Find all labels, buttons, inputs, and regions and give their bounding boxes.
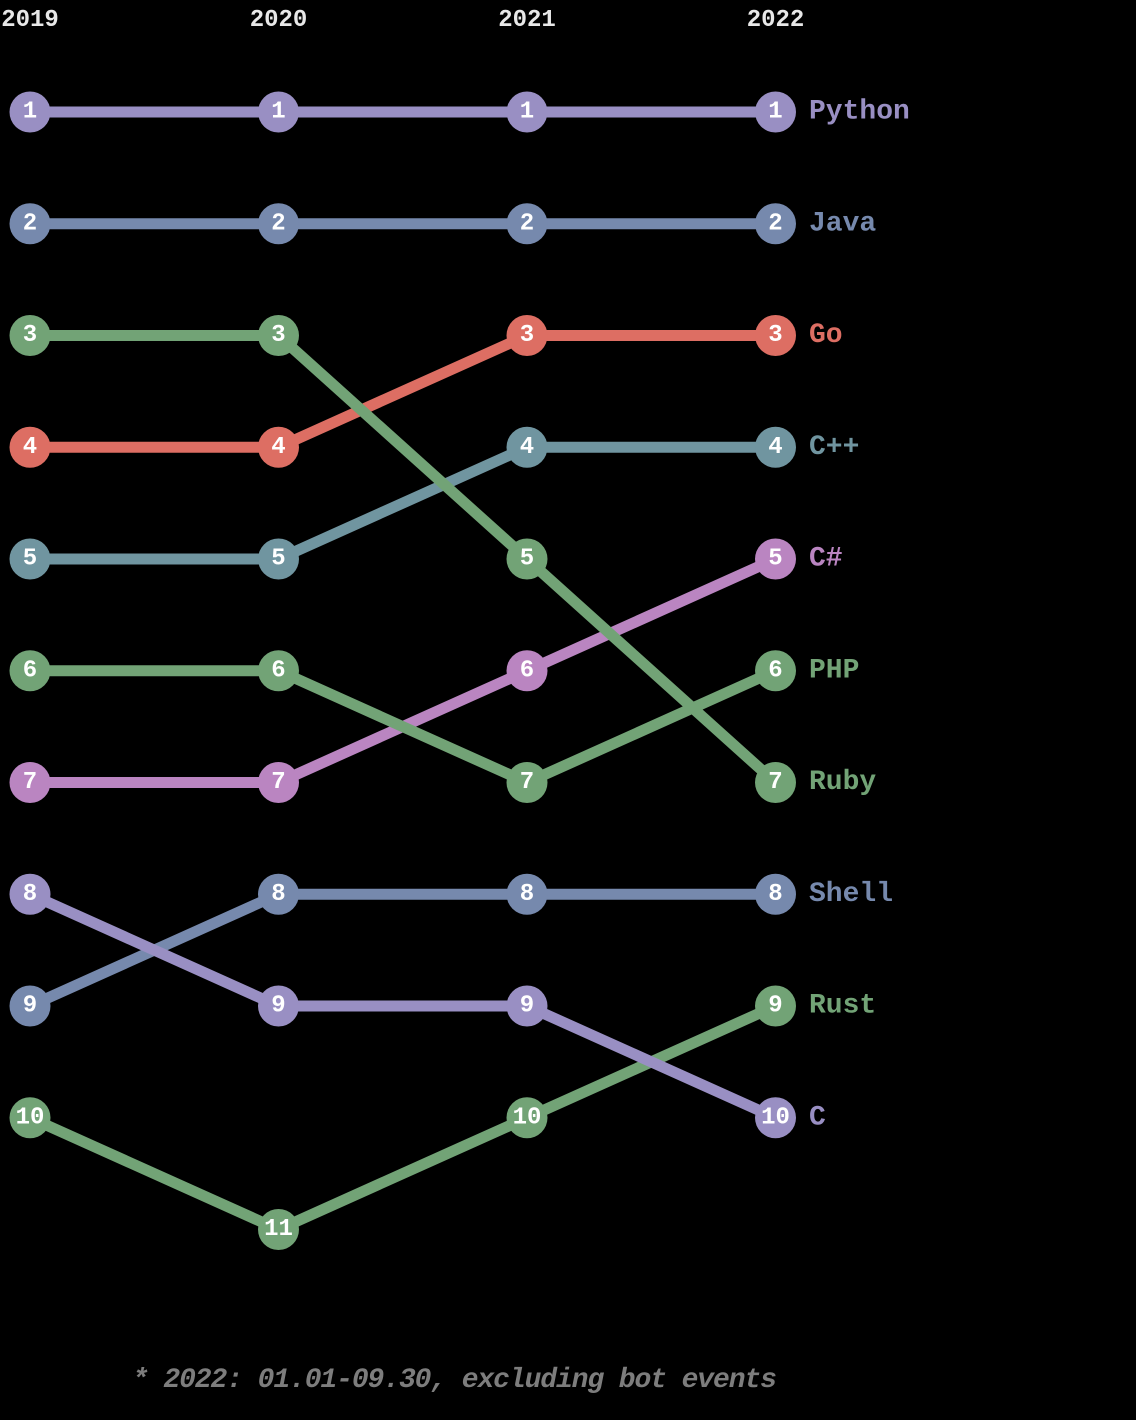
- svg-text:2: 2: [768, 210, 782, 237]
- svg-text:3: 3: [520, 322, 534, 349]
- svg-text:* 2022: 01.01-09.30, excluding: * 2022: 01.01-09.30, excluding bot event…: [132, 1365, 776, 1396]
- svg-text:Go: Go: [809, 320, 843, 351]
- svg-text:3: 3: [271, 322, 285, 349]
- svg-text:Rust: Rust: [809, 991, 876, 1022]
- svg-text:C++: C++: [809, 432, 859, 463]
- svg-text:5: 5: [271, 546, 285, 573]
- svg-text:3: 3: [23, 322, 37, 349]
- svg-text:8: 8: [768, 881, 782, 908]
- svg-text:2019: 2019: [1, 7, 59, 34]
- svg-text:4: 4: [520, 434, 534, 461]
- svg-text:2: 2: [520, 210, 534, 237]
- svg-text:9: 9: [23, 993, 37, 1020]
- svg-text:10: 10: [513, 1104, 542, 1131]
- svg-text:PHP: PHP: [809, 655, 859, 686]
- svg-text:Ruby: Ruby: [809, 767, 876, 798]
- svg-text:2020: 2020: [250, 7, 308, 34]
- svg-text:7: 7: [23, 769, 37, 796]
- svg-text:2: 2: [23, 210, 37, 237]
- svg-text:C: C: [809, 1102, 826, 1133]
- svg-text:2021: 2021: [498, 7, 556, 34]
- svg-text:5: 5: [768, 546, 782, 573]
- svg-text:8: 8: [520, 881, 534, 908]
- svg-text:9: 9: [768, 993, 782, 1020]
- svg-text:4: 4: [23, 434, 37, 461]
- svg-text:3: 3: [768, 322, 782, 349]
- svg-text:8: 8: [23, 881, 37, 908]
- svg-text:8: 8: [271, 881, 285, 908]
- svg-text:1: 1: [768, 99, 782, 126]
- svg-text:10: 10: [761, 1104, 790, 1131]
- svg-text:1: 1: [520, 99, 534, 126]
- svg-text:Shell: Shell: [809, 879, 893, 910]
- svg-text:Python: Python: [809, 97, 910, 128]
- svg-text:9: 9: [271, 993, 285, 1020]
- svg-text:6: 6: [23, 657, 37, 684]
- svg-text:7: 7: [271, 769, 285, 796]
- svg-text:7: 7: [768, 769, 782, 796]
- svg-text:7: 7: [520, 769, 534, 796]
- svg-text:4: 4: [271, 434, 285, 461]
- svg-text:Java: Java: [809, 208, 876, 239]
- svg-text:6: 6: [271, 657, 285, 684]
- svg-text:6: 6: [768, 657, 782, 684]
- svg-text:2: 2: [271, 210, 285, 237]
- svg-text:11: 11: [264, 1216, 293, 1243]
- svg-text:5: 5: [520, 546, 534, 573]
- svg-text:2022: 2022: [747, 7, 805, 34]
- svg-text:5: 5: [23, 546, 37, 573]
- svg-text:10: 10: [16, 1104, 45, 1131]
- svg-text:1: 1: [23, 99, 37, 126]
- svg-text:1: 1: [271, 99, 285, 126]
- svg-text:6: 6: [520, 657, 534, 684]
- svg-text:4: 4: [768, 434, 782, 461]
- svg-text:9: 9: [520, 993, 534, 1020]
- svg-text:C#: C#: [809, 544, 843, 575]
